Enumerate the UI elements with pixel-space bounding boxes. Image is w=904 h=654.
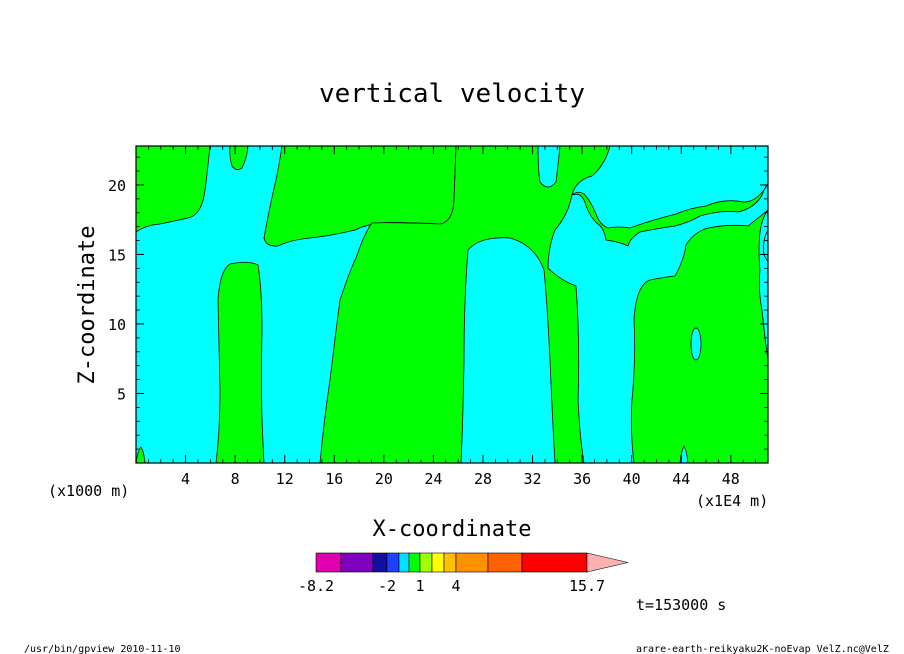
time-label: t=153000 s xyxy=(636,596,726,614)
x-tick-label: 32 xyxy=(524,470,542,488)
colorbar-segment xyxy=(419,552,433,573)
x-tick-label: 20 xyxy=(375,470,393,488)
x-tick-label: 16 xyxy=(325,470,343,488)
colorbar-segment xyxy=(431,552,445,573)
chart-title: vertical velocity xyxy=(319,79,585,109)
x-tick-label: 44 xyxy=(672,470,690,488)
plot-area xyxy=(136,146,768,463)
contour-hole xyxy=(690,327,702,361)
x-tick-label: 8 xyxy=(231,470,240,488)
colorbar-tick-label: 4 xyxy=(451,577,460,595)
contour-region xyxy=(136,146,211,233)
contour-region xyxy=(571,183,768,463)
y-tick-label: 20 xyxy=(108,177,126,195)
colorbar-segment xyxy=(455,552,489,573)
plot-frame xyxy=(135,145,769,464)
colorbar xyxy=(315,552,629,573)
colorbar-segment xyxy=(443,552,457,573)
colorbar-segment xyxy=(372,552,388,573)
x-axis: 4 8 12 16 20 24 28 32 36 40 44 48 xyxy=(147,146,757,488)
y-tick-label: 5 xyxy=(117,385,126,403)
x-unit-note: (x1E4 m) xyxy=(696,492,768,510)
contour-region xyxy=(319,146,611,463)
x-tick-label: 24 xyxy=(424,470,442,488)
y-axis-label: Z-coordinate xyxy=(75,226,100,385)
x-tick-label: 48 xyxy=(722,470,740,488)
contour-region xyxy=(215,261,265,463)
x-tick-label: 40 xyxy=(623,470,641,488)
x-axis-label: X-coordinate xyxy=(373,517,532,542)
y-tick-label: 15 xyxy=(108,246,126,264)
contour-hole xyxy=(136,446,146,463)
x-tick-label: 28 xyxy=(474,470,492,488)
colorbar-tick-label: 15.7 xyxy=(569,577,605,595)
colorbar-segment xyxy=(386,552,400,573)
colorbar-arrow xyxy=(586,552,629,573)
footer-left: /usr/bin/gpview 2010-11-10 xyxy=(24,644,181,654)
colorbar-tick-label: -8.2 xyxy=(298,577,334,595)
y-tick-label: 10 xyxy=(108,316,126,334)
colorbar-segment xyxy=(340,552,374,573)
colorbar-segment xyxy=(487,552,523,573)
colorbar-segment xyxy=(398,552,410,573)
colorbar-tick-label: -2 xyxy=(378,577,396,595)
colorbar-segment xyxy=(315,552,342,573)
x-tick-label: 12 xyxy=(276,470,294,488)
x-tick-label: 36 xyxy=(573,470,591,488)
colorbar-segment xyxy=(521,552,588,573)
x-tick-label: 4 xyxy=(181,470,190,488)
colorbar-segment xyxy=(408,552,421,573)
colorbar-tick-label: 1 xyxy=(415,577,424,595)
x-scale-note: (x1000 m) xyxy=(48,482,129,500)
contour-region xyxy=(229,146,249,170)
colorbar-tick-labels: -8.2 -2 1 4 15.7 xyxy=(298,577,605,595)
y-axis: 5 10 15 20 xyxy=(108,156,768,450)
footer-right: arare-earth-reikyaku2K-noEvap_VelZ.nc@Ve… xyxy=(636,644,889,654)
